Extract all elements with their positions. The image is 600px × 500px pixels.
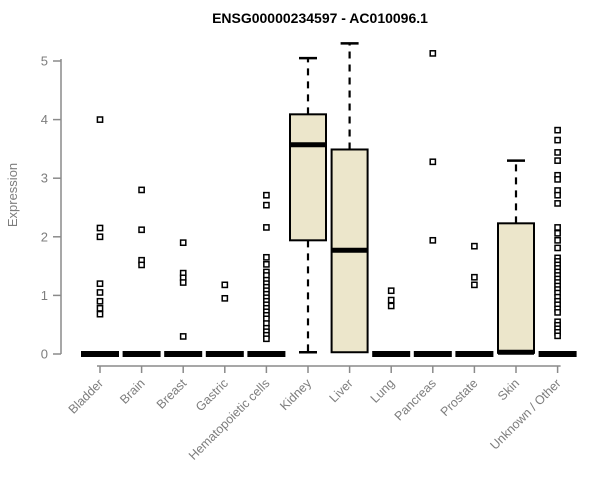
outlier-point [554, 244, 561, 252]
outlier-point [221, 294, 229, 302]
outlier-point [429, 158, 437, 166]
x-tick-label-lung: Lung [368, 376, 398, 406]
boxplot-skin [497, 159, 535, 355]
x-tick-label-skin: Skin [495, 376, 522, 403]
outlier-point [554, 332, 561, 340]
outlier-point [471, 273, 478, 281]
outlier-point [96, 280, 104, 288]
outlier-point [96, 310, 104, 318]
boxplot-unknown-other [538, 126, 577, 357]
boxplot-gastric [205, 281, 244, 357]
y-tick-label: 5 [41, 54, 48, 69]
outlier-point [554, 191, 561, 199]
y-tick-label: 4 [41, 112, 48, 127]
outlier-point [387, 296, 395, 304]
boxplot-lung [372, 287, 411, 357]
outlier-point [554, 136, 561, 144]
outlier-point [263, 201, 270, 209]
boxplot-breast [164, 239, 203, 357]
iqr-box [289, 113, 327, 242]
outlier-point [554, 309, 561, 316]
boxplot-bladder [81, 116, 119, 357]
outlier-point [96, 289, 104, 296]
outlier-point [138, 261, 145, 269]
iqr-box [497, 222, 535, 354]
x-tick-label-liver: Liver [327, 376, 356, 405]
outlier-point [554, 229, 561, 237]
outlier-point [138, 186, 145, 194]
y-tick-label: 2 [41, 229, 48, 244]
x-tick-label-pancreas: Pancreas [392, 376, 439, 423]
outlier-point [554, 126, 561, 134]
outlier-point [554, 149, 561, 156]
collapsed-box-pancreas [413, 351, 452, 357]
y-tick-label: 3 [41, 171, 48, 186]
x-tick-label-prostate: Prostate [438, 376, 481, 419]
x-tick-label-hematopoietic-cells: Hematopoietic cells [186, 376, 273, 463]
outlier-point [554, 200, 561, 207]
collapsed-box-gastric [205, 351, 244, 357]
outlier-point [179, 239, 187, 247]
y-tick-label: 1 [41, 288, 48, 303]
collapsed-box-breast [164, 351, 203, 357]
outlier-point [263, 191, 270, 199]
outlier-point [429, 50, 437, 57]
outlier-point [263, 224, 270, 231]
boxplot-brain [122, 186, 161, 357]
outlier-point [471, 242, 478, 250]
outlier-point [96, 297, 104, 305]
outlier-point [387, 287, 395, 295]
boxplot-pancreas [413, 50, 452, 357]
outlier-point [96, 116, 104, 123]
outlier-point [138, 226, 145, 234]
outlier-point [263, 260, 270, 268]
chart-title: ENSG00000234597 - AC010096.1 [212, 10, 428, 26]
x-tick-label-unknown-other: Unknown / Other [487, 376, 563, 452]
x-tick-label-gastric: Gastric [193, 376, 231, 414]
outlier-point [263, 253, 270, 261]
x-tick-label-kidney: Kidney [277, 376, 314, 413]
x-tick-label-brain: Brain [117, 376, 148, 407]
collapsed-box-unknown-other [538, 351, 577, 357]
boxplot-prostate [455, 242, 494, 357]
x-tick-label-breast: Breast [154, 376, 190, 412]
outlier-point [554, 224, 561, 231]
y-tick-label: 0 [41, 347, 48, 362]
outlier-point [471, 281, 478, 289]
outlier-point [554, 176, 561, 183]
collapsed-box-brain [122, 351, 161, 357]
boxplot-kidney [289, 56, 327, 354]
outlier-point [263, 335, 270, 343]
outlier-point [96, 304, 104, 312]
outlier-point [221, 281, 229, 289]
collapsed-box-hematopoietic-cells [247, 351, 286, 357]
outlier-point [429, 236, 437, 244]
y-axis-label: Expression [5, 163, 20, 227]
boxplot-hematopoietic-cells [247, 191, 286, 357]
outlier-point [96, 224, 104, 232]
collapsed-box-prostate [455, 351, 494, 357]
plot-layer [81, 42, 577, 357]
collapsed-box-bladder [81, 351, 119, 357]
outlier-point [179, 333, 187, 340]
outlier-point [387, 302, 395, 310]
outlier-point [554, 157, 561, 164]
outlier-point [96, 233, 104, 241]
x-tick-label-bladder: Bladder [66, 376, 106, 416]
collapsed-box-lung [372, 351, 411, 357]
outlier-point [554, 236, 561, 244]
outlier-point [179, 279, 187, 286]
boxplot-liver [330, 42, 369, 354]
